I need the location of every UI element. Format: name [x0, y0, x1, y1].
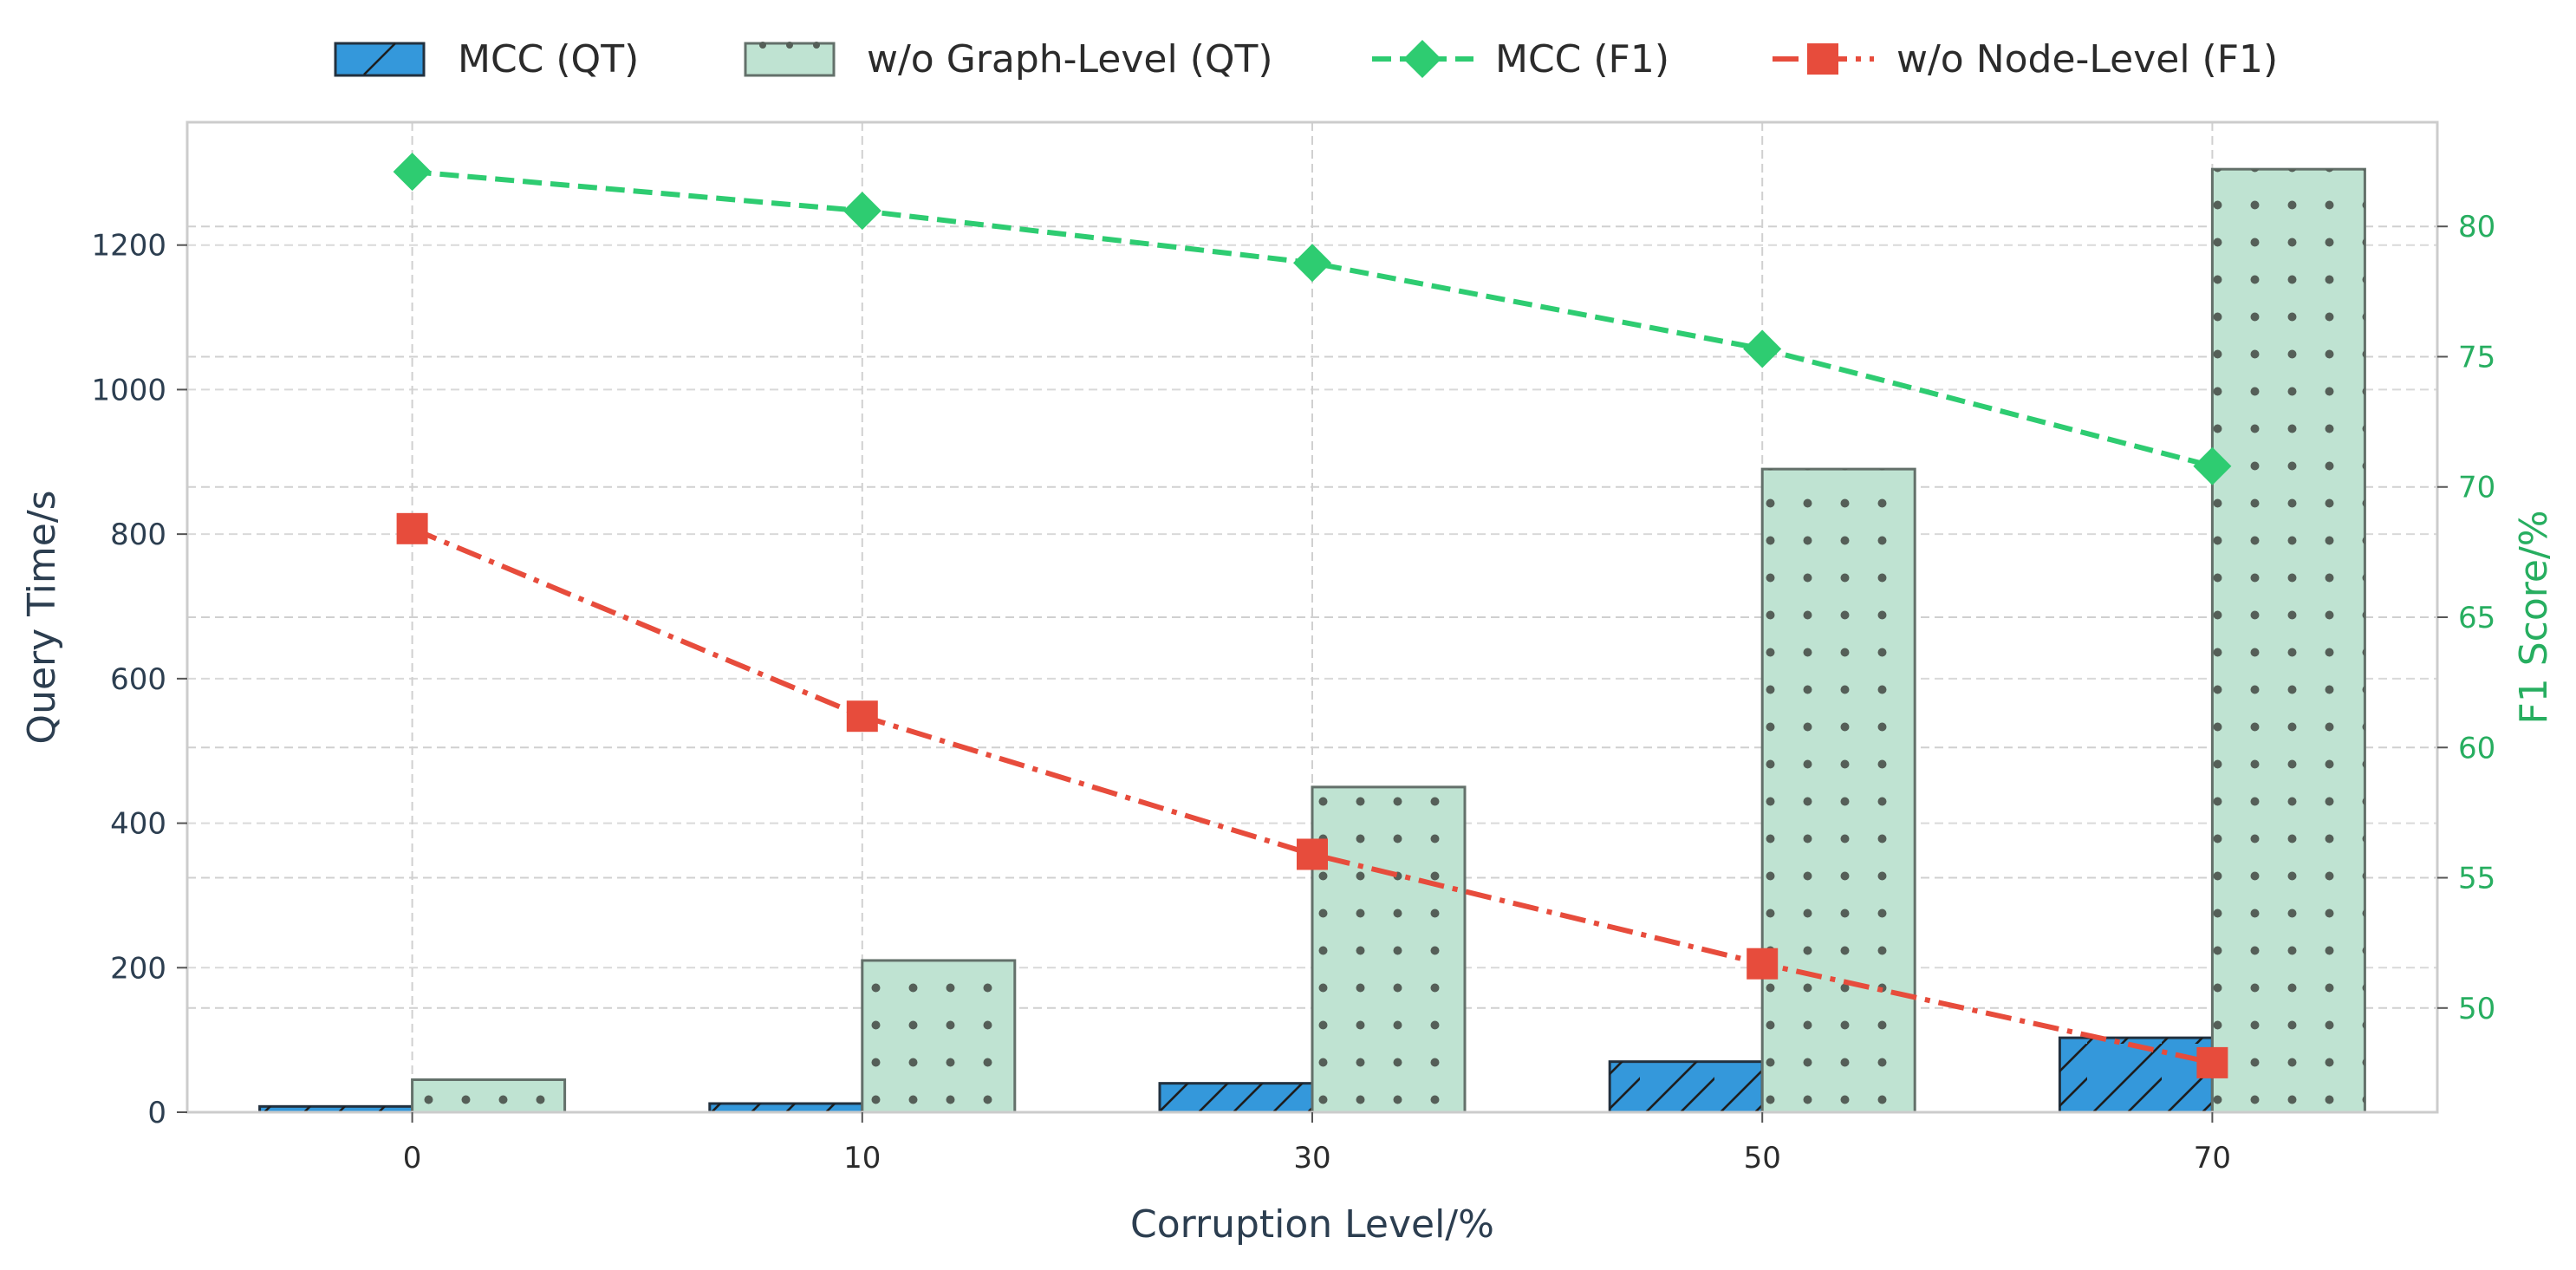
marker-mcc-f1 [1293, 244, 1331, 283]
bar-mcc-qt-hatch [1160, 1083, 1312, 1112]
legend-hatch-mcc-qt [363, 42, 396, 75]
marker-wo-node-level-f1 [1297, 838, 1328, 870]
tick-label-left: 800 [110, 518, 166, 552]
marker-mcc-f1 [2193, 446, 2232, 485]
tick-label-left: 400 [110, 807, 166, 842]
grid [187, 122, 2437, 1113]
bar-mcc-qt-hatch [1610, 1061, 1763, 1112]
tick-label-right: 65 [2458, 601, 2495, 635]
tick-label-x: 30 [1293, 1141, 1330, 1176]
legend: MCC (QT) w/o Graph-Level (QT) MCC (F1) w/o … [334, 37, 2278, 81]
tick-label-right: 80 [2458, 210, 2495, 244]
marker-wo-node-level-f1 [396, 512, 428, 544]
tick-label-x: 50 [1744, 1141, 1781, 1176]
x-axis-title: Corruption Level/% [1130, 1202, 1494, 1247]
tick-label-left: 600 [110, 662, 166, 697]
marker-wo-node-level-f1 [1747, 948, 1779, 980]
tick-label-right: 60 [2458, 731, 2495, 765]
tick-label-right: 70 [2458, 471, 2495, 505]
tick-label-left: 1000 [91, 373, 166, 407]
legend-label-mcc-f1: MCC (F1) [1495, 37, 1669, 81]
legend-label-wo-node-level-f1: w/o Node-Level (F1) [1896, 37, 2278, 81]
y-axis-title-right: F1 Score/% [2512, 510, 2556, 724]
legend-label-wo-graph-level-qt: w/o Graph-Level (QT) [867, 37, 1273, 81]
bar-mcc-qt-hatch [709, 1103, 862, 1112]
tick-label-right: 55 [2458, 862, 2495, 896]
legend-marker-wo-node-level-f1 [1807, 43, 1838, 75]
marker-mcc-f1 [842, 192, 881, 231]
legend-dot [759, 42, 766, 49]
bar-wo-graph-level-qt-dots [1312, 786, 1465, 1112]
bars [258, 167, 2366, 1114]
marker-wo-node-level-f1 [2196, 1046, 2228, 1078]
tick-label-right: 50 [2458, 992, 2495, 1026]
tick-label-left: 0 [147, 1096, 166, 1130]
bar-wo-graph-level-qt-dots [2212, 169, 2365, 1112]
marker-mcc-f1 [1743, 329, 1782, 368]
marker-mcc-f1 [393, 153, 432, 192]
bar-wo-graph-level-qt-dots [1762, 469, 1916, 1112]
tick-label-x: 0 [403, 1141, 422, 1176]
legend-label-mcc-qt: MCC (QT) [458, 37, 639, 81]
bar-wo-graph-level-qt-dots [862, 960, 1015, 1112]
bar-wo-graph-level-qt-dots [412, 1079, 565, 1112]
legend-dot [813, 42, 820, 49]
marker-wo-node-level-f1 [846, 700, 878, 733]
y-axis-title-left: Query Time/s [20, 490, 64, 744]
legend-dot [786, 42, 793, 49]
tick-label-left: 1200 [91, 229, 166, 264]
legend-swatch-mcc-qt [334, 42, 426, 77]
legend-swatch-wo-graph-level-qt [744, 42, 836, 77]
tick-label-x: 70 [2194, 1141, 2231, 1176]
lines [393, 153, 2232, 1078]
tick-label-left: 200 [110, 951, 166, 986]
tick-label-right: 75 [2458, 340, 2495, 374]
bar-mcc-qt-hatch [259, 1106, 413, 1112]
legend-marker-mcc-f1 [1403, 40, 1441, 78]
bar-mcc-qt-hatch [2059, 1038, 2213, 1112]
tick-label-x: 10 [843, 1141, 881, 1176]
